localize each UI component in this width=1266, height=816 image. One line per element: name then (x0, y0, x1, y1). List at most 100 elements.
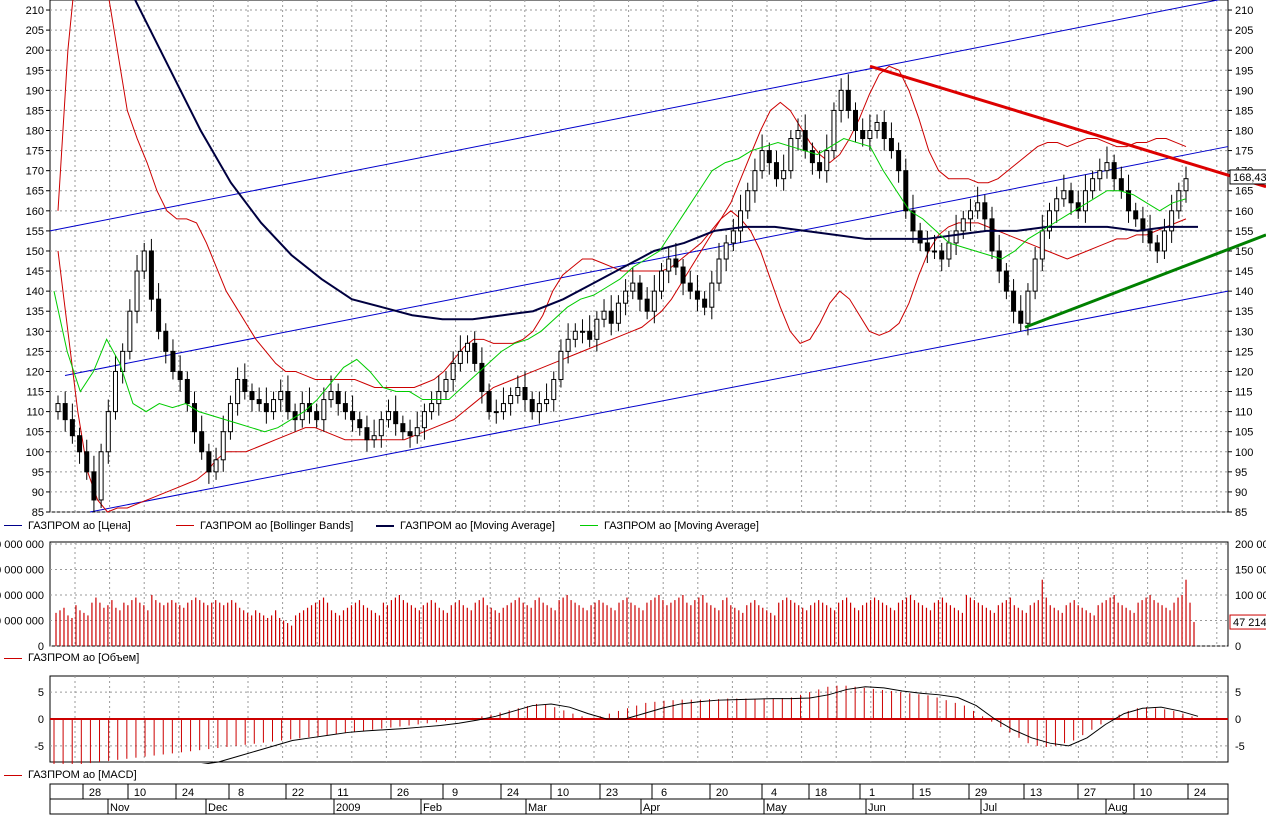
price-candle (378, 411, 384, 448)
macd-signal-line (201, 686, 1199, 764)
price-candle (163, 323, 169, 364)
price-candle (112, 355, 118, 420)
day-tick-label: 24 (182, 787, 194, 799)
y-tick-label-left: 110 (26, 407, 44, 419)
volume-legend-label: ГАЗПРОМ ао [Объем] (28, 652, 140, 664)
price-candle (845, 74, 851, 119)
volume-tick-label-left: 150 000 000 (0, 565, 44, 577)
y-tick-label-left: 90 (32, 487, 44, 499)
price-candle (738, 194, 744, 243)
price-candle (817, 150, 823, 179)
price-candle (1183, 166, 1189, 203)
month-tick-label: Jun (868, 802, 886, 814)
price-candle (795, 118, 801, 151)
price-candle (809, 142, 815, 175)
price-candle (702, 291, 708, 316)
y-tick-label-right: 120 (1235, 366, 1253, 378)
day-tick-label: 10 (1140, 787, 1152, 799)
month-tick-label: 2009 (336, 802, 360, 814)
price-candle (98, 443, 104, 508)
price-candle (285, 375, 291, 420)
day-tick-label: 20 (716, 787, 728, 799)
volume-tick-label-right: 100 000 (1235, 590, 1266, 602)
price-candle (515, 375, 521, 404)
price-candle (342, 391, 348, 420)
volume-tick-label-right: 200 000 (1235, 540, 1266, 551)
price-candle (1161, 218, 1167, 260)
price-candle (759, 134, 765, 179)
price-plot-area (49, 0, 1229, 513)
price-candle (781, 154, 787, 191)
price-candle (206, 443, 212, 484)
macd-tick-label-left: -5 (34, 741, 44, 753)
price-candle (536, 391, 542, 424)
last-price-label: 168,43 (1233, 172, 1266, 184)
price-candle (982, 194, 988, 231)
price-candle (141, 242, 147, 280)
y-tick-label-right: 205 (1235, 25, 1253, 37)
price-candle (314, 403, 320, 428)
y-tick-label-right: 145 (1235, 266, 1253, 278)
price-candle (77, 427, 83, 464)
volume-chart[interactable]: 200 000 000 200 000 150 000 000 150 000 100 … (0, 540, 1266, 650)
price-candle (939, 242, 945, 272)
price-candle (975, 186, 981, 219)
price-candle (335, 383, 341, 416)
price-candle (493, 399, 499, 424)
volume-tick-label-left: 0 (38, 641, 44, 650)
price-candle (903, 158, 909, 219)
macd-tick-label-left: 0 (38, 714, 44, 726)
price-candle (249, 383, 255, 412)
price-candle (84, 439, 90, 480)
price-candle (364, 415, 370, 452)
y-tick-label-left: 100 (26, 447, 44, 459)
price-chart[interactable]: 210 210 205 205 200 200 195 195 190 190 185 185 180 1… (0, 0, 1266, 520)
price-candle (788, 130, 794, 179)
bollinger-upper-line (57, 0, 1187, 389)
trendline-channel-lower (89, 290, 1229, 513)
price-candle (766, 142, 772, 175)
price-candle (1097, 158, 1103, 191)
price-candle (1133, 202, 1139, 227)
y-tick-label-right: 155 (1235, 226, 1253, 238)
price-candle (745, 182, 751, 219)
day-tick-label: 28 (89, 787, 101, 799)
price-candle (1111, 154, 1117, 191)
macd-chart[interactable]: 5 5 0 0 -5 -5 (0, 674, 1266, 764)
y-tick-label-right: 175 (1235, 146, 1253, 158)
price-candle (421, 403, 427, 440)
price-candle (213, 447, 219, 480)
price-candle (888, 122, 894, 159)
y-tick-label-left: 205 (26, 25, 44, 37)
price-candle (1054, 186, 1060, 223)
price-candle (479, 347, 485, 404)
month-tick-label: Jul (983, 802, 997, 814)
y-tick-label-left: 180 (26, 126, 44, 138)
y-tick-label-left: 170 (26, 166, 44, 178)
y-tick-label-left: 185 (26, 105, 44, 117)
legend-item-price: ГАЗПРОМ ао [Цена] (4, 520, 131, 532)
price-candle (385, 399, 391, 428)
price-candle (838, 78, 844, 123)
y-tick-label-right: 210 (1235, 5, 1253, 17)
price-candle (1003, 263, 1009, 300)
price-candle (551, 371, 557, 412)
y-tick-label-right: 150 (1235, 246, 1253, 258)
price-candle (500, 387, 506, 420)
day-tick-label: 27 (1084, 787, 1096, 799)
price-candle (1039, 214, 1045, 272)
day-tick-label: 10 (557, 787, 569, 799)
price-candle (69, 403, 75, 444)
price-candle (472, 331, 478, 372)
price-candle (932, 234, 938, 260)
price-candle (371, 419, 377, 448)
price-candle (1126, 174, 1132, 223)
y-tick-label-left: 135 (26, 306, 44, 318)
price-candle (529, 391, 535, 420)
y-tick-label-right: 125 (1235, 346, 1253, 358)
day-tick-label: 15 (919, 787, 931, 799)
price-candle (91, 455, 97, 512)
price-candle (637, 275, 643, 312)
y-tick-label-left: 95 (32, 467, 44, 479)
